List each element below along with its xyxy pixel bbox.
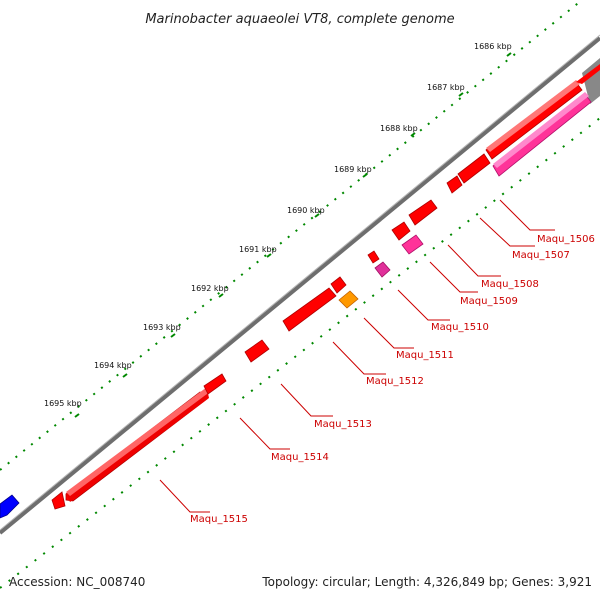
kbp-label: 1693 kbp [143, 323, 181, 332]
leader-maqu-1509 [429, 261, 478, 293]
gene-maqu-1501-top[interactable] [486, 80, 580, 152]
gene-label-maqu-1511[interactable]: Maqu_1511 [396, 350, 454, 361]
kbp-tick [458, 92, 464, 97]
gene-label-maqu-1507[interactable]: Maqu_1507 [512, 250, 570, 261]
topology-text: Topology: circular; Length: 4,326,849 bp… [261, 575, 592, 589]
gene-maqu-1511[interactable] [282, 287, 337, 332]
inner-scale-ring [0, 117, 600, 589]
gene-maqu-1507[interactable] [374, 261, 391, 278]
gene-label-maqu-1513[interactable]: Maqu_1513 [314, 419, 372, 430]
gene-label-maqu-1514[interactable]: Maqu_1514 [271, 452, 329, 463]
gene-maqu-1500[interactable] [576, 64, 600, 84]
gene-maqu-1515-left[interactable] [51, 491, 66, 510]
kbp-tick [506, 52, 512, 57]
gene-label-maqu-1512[interactable]: Maqu_1512 [366, 376, 424, 387]
gene-label-maqu-1515[interactable]: Maqu_1515 [190, 514, 248, 525]
map-title: Marinobacter aquaeolei VT8, complete gen… [145, 12, 454, 27]
kbp-tick [122, 373, 128, 378]
kbp-tick [170, 333, 176, 338]
kbp-tick [74, 413, 80, 418]
kbp-label: 1690 kbp [287, 206, 325, 215]
gene-label-maqu-1509[interactable]: Maqu_1509 [460, 296, 518, 307]
gene-maqu-1510[interactable] [330, 276, 347, 294]
accession-text: Accession: NC_008740 [9, 575, 145, 589]
kbp-label: 1691 kbp [239, 245, 277, 254]
gene-label-maqu-1510[interactable]: Maqu_1510 [431, 322, 489, 333]
gene-maqu-1505[interactable] [408, 199, 438, 226]
gene-leaders [159, 199, 555, 513]
kbp-label: 1686 kbp [474, 42, 512, 51]
kbp-tick [266, 253, 272, 258]
gene-maqu-1506[interactable] [391, 221, 411, 241]
kbp-tick [362, 173, 368, 178]
leader-maqu-1510 [397, 289, 450, 321]
leader-maqu-1514 [239, 417, 290, 450]
kbp-tick [218, 293, 224, 298]
kbp-label: 1688 kbp [380, 124, 418, 133]
gene-maqu-1502[interactable] [457, 153, 491, 184]
kbp-tick [410, 132, 416, 137]
gene-maqu-1512[interactable] [244, 339, 270, 363]
gene-label-maqu-1506[interactable]: Maqu_1506 [537, 234, 595, 245]
kbp-label: 1695 kbp [44, 399, 82, 408]
kbp-label: 1694 kbp [94, 361, 132, 370]
leader-maqu-1513 [280, 383, 333, 417]
leader-maqu-1508 [447, 244, 501, 277]
gene-maqu-1509[interactable] [338, 290, 359, 309]
gene-maqu-1514-top[interactable] [66, 387, 211, 496]
kbp-label: 1689 kbp [334, 165, 372, 174]
kbp-scale: 1686 kbp 1687 kbp 1688 kbp 1689 kbp 1690… [44, 42, 512, 418]
gene-track [0, 64, 600, 519]
kbp-tick [314, 213, 320, 218]
leader-maqu-1515 [159, 479, 210, 513]
gene-maqu-1499-top[interactable] [493, 92, 589, 168]
kbp-label: 1687 kbp [427, 83, 465, 92]
leader-maqu-1512 [332, 341, 386, 375]
leader-maqu-1506 [499, 199, 555, 231]
leader-maqu-1511 [363, 317, 414, 349]
gene-blue-left[interactable] [0, 494, 20, 519]
gene-maqu-1508[interactable] [367, 250, 380, 264]
leader-maqu-1507 [479, 217, 535, 247]
gene-maqu-1513[interactable] [203, 373, 227, 395]
gene-label-maqu-1508[interactable]: Maqu_1508 [481, 279, 539, 290]
gene-maqu-1504[interactable] [401, 234, 424, 255]
kbp-label: 1692 kbp [191, 284, 229, 293]
gene-labels: Maqu_1506 Maqu_1507 Maqu_1508 Maqu_1509 … [190, 234, 595, 525]
gene-maqu-1503[interactable] [446, 175, 463, 194]
outer-scale-ring [0, 0, 583, 471]
